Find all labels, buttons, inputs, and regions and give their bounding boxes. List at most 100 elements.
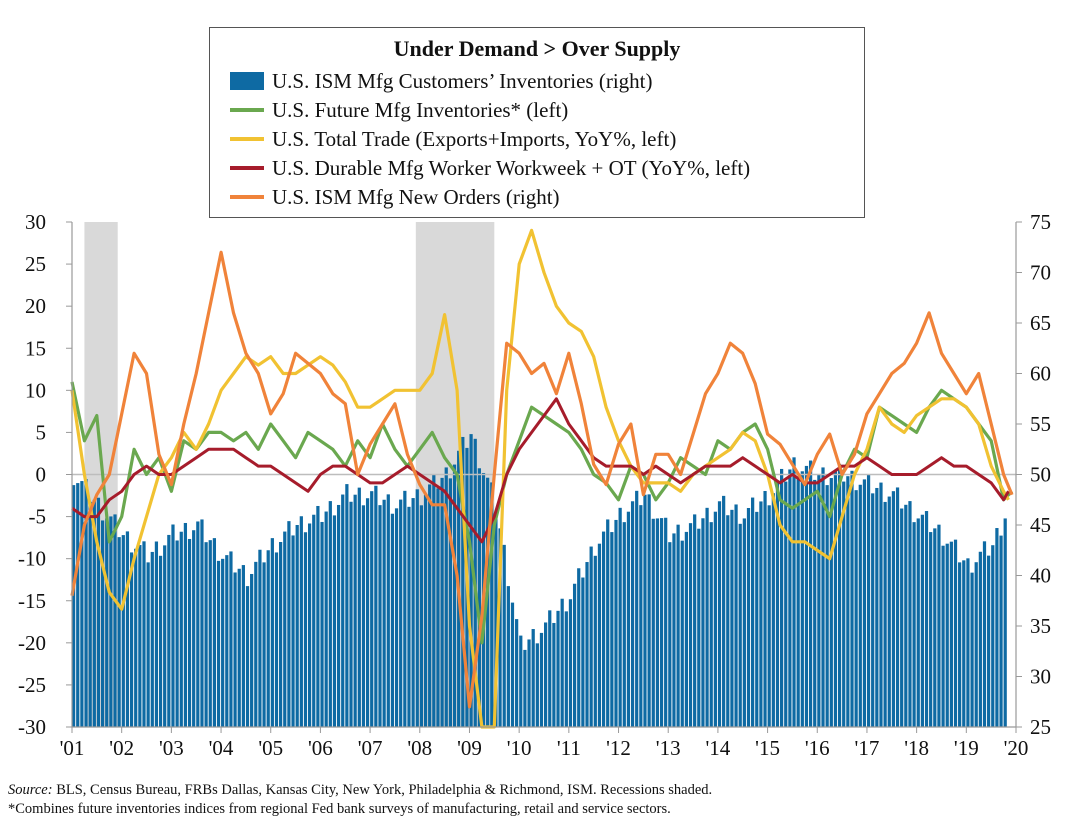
inventory-bar	[958, 562, 962, 727]
right-tick-label: 45	[1030, 513, 1051, 537]
inventory-bar	[361, 505, 366, 727]
inventory-bar	[900, 508, 904, 727]
inventory-bar	[879, 482, 883, 727]
inventory-bar	[76, 483, 80, 727]
left-tick-label: 20	[25, 294, 46, 318]
inventory-bar	[651, 518, 655, 727]
inventory-bar	[953, 539, 958, 727]
x-tick-label: '10	[507, 736, 532, 760]
inventory-bar	[204, 542, 208, 727]
inventory-bar	[829, 478, 833, 727]
inventory-bar	[655, 518, 660, 727]
right-tick-label: 65	[1030, 311, 1051, 335]
inventory-bar	[593, 555, 597, 727]
inventory-bar	[415, 489, 419, 727]
inventory-bar	[734, 504, 738, 727]
inventory-bar	[987, 555, 991, 727]
inventory-bar	[535, 643, 539, 727]
inventory-bar	[374, 485, 378, 727]
inventory-bar	[974, 562, 978, 727]
legend-item-new-orders: U.S. ISM Mfg New Orders (right)	[230, 184, 560, 210]
right-tick-label: 70	[1030, 261, 1051, 285]
inventory-bar	[444, 467, 448, 727]
inventory-bar	[146, 562, 150, 727]
inventory-bar	[796, 476, 800, 727]
inventory-bar	[436, 488, 440, 727]
inventory-bar	[163, 545, 167, 727]
inventory-bar	[850, 470, 854, 727]
inventory-bar	[154, 541, 159, 727]
inventory-bar	[871, 493, 875, 727]
inventory-bar	[784, 481, 788, 727]
inventory-bar	[676, 524, 680, 727]
inventory-bar	[216, 560, 221, 727]
inventory-bar	[515, 619, 519, 727]
inventory-bar	[378, 505, 382, 727]
inventory-bar	[577, 568, 581, 727]
inventory-bar	[606, 519, 610, 727]
right-tick-label: 75	[1030, 210, 1051, 234]
inventory-bar	[949, 541, 953, 727]
inventory-bar	[432, 473, 436, 727]
inventory-bar	[100, 520, 105, 727]
inventory-bar	[262, 562, 266, 727]
inventory-bar	[312, 514, 316, 727]
inventory-bar	[626, 511, 631, 727]
inventory-bar	[680, 540, 684, 727]
inventory-bar	[167, 534, 171, 727]
inventory-bar	[320, 521, 324, 727]
x-tick-label: '15	[755, 736, 780, 760]
inventory-bar	[738, 523, 742, 727]
inventory-bar	[556, 610, 560, 727]
inventory-bar	[158, 555, 163, 727]
inventory-bar	[192, 530, 196, 727]
inventory-bar	[494, 511, 498, 727]
inventory-bar	[477, 468, 481, 727]
right-tick-label: 35	[1030, 614, 1051, 638]
inventory-bar	[709, 522, 713, 727]
x-tick-label: '09	[457, 736, 482, 760]
legend-swatch	[230, 72, 264, 90]
inventory-bar	[341, 494, 345, 727]
inventory-bar	[622, 522, 626, 727]
inventory-bar	[208, 540, 212, 727]
inventory-bar	[717, 501, 722, 727]
new-orders-line	[70, 250, 1014, 709]
inventory-bar	[345, 484, 349, 727]
inventory-bar	[808, 460, 813, 727]
inventory-bar	[572, 583, 577, 727]
inventory-bar	[970, 572, 974, 727]
inventory-bar	[200, 519, 204, 727]
inventory-bar	[817, 474, 821, 727]
inventory-bar	[730, 509, 734, 727]
inventory-bar	[279, 542, 283, 727]
x-tick-label: '17	[855, 736, 880, 760]
inventory-bar	[705, 507, 709, 727]
left-tick-label: 5	[36, 420, 47, 444]
inventory-bar	[382, 499, 386, 727]
inventory-bar	[245, 586, 250, 727]
inventory-bar	[755, 511, 759, 727]
inventory-bar	[742, 518, 746, 727]
right-tick-label: 50	[1030, 463, 1051, 487]
x-tick-label: '14	[705, 736, 730, 760]
inventory-bar	[945, 543, 949, 727]
inventory-bar	[999, 535, 1003, 727]
left-tick-label: -15	[18, 589, 46, 613]
inventory-bar	[316, 505, 320, 727]
inventory-bar	[920, 514, 925, 727]
inventory-bar	[891, 491, 896, 727]
inventory-bar	[618, 507, 622, 727]
x-tick-label: '01	[60, 736, 85, 760]
inventory-bar	[564, 611, 568, 727]
inventory-bar	[771, 493, 775, 727]
inventory-bar	[684, 531, 689, 727]
inventory-bar	[88, 501, 92, 727]
legend-label: U.S. ISM Mfg Customers’ Inventories (rig…	[272, 68, 653, 93]
left-tick-label: 10	[25, 378, 46, 402]
inventory-bar	[150, 551, 154, 727]
inventory-bar	[448, 478, 453, 727]
legend-swatch	[230, 137, 264, 141]
inventory-bar	[792, 457, 796, 727]
